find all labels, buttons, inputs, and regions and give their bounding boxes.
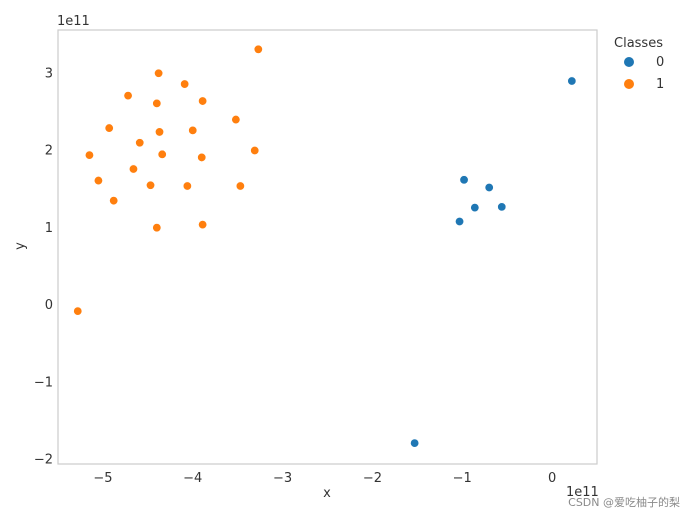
legend-items: 01: [624, 55, 664, 92]
data-point-class-1: [93, 176, 103, 186]
x-tick-label: −1: [453, 471, 472, 486]
x-tick-label: −4: [183, 471, 202, 486]
data-point-class-0: [484, 183, 494, 193]
y-tick-label: 0: [45, 298, 53, 313]
x-tick-label: −5: [93, 471, 112, 486]
data-point-class-1: [250, 145, 260, 155]
data-point-class-1: [109, 196, 119, 206]
x-tick-label: 0: [548, 471, 556, 486]
data-point-class-1: [157, 149, 167, 159]
data-point-class-1: [155, 127, 165, 137]
y-tick-label: −1: [34, 375, 53, 390]
data-point-class-1: [104, 123, 114, 133]
data-point-class-1: [180, 79, 190, 89]
data-point-class-1: [152, 98, 162, 108]
legend-label-1: 1: [656, 77, 664, 92]
y-tick-label: 2: [45, 144, 53, 159]
data-point-class-1: [197, 152, 207, 162]
data-point-class-0: [470, 203, 480, 213]
data-point-class-1: [128, 164, 138, 174]
data-point-class-1: [152, 223, 162, 233]
data-point-class-1: [198, 220, 208, 230]
x-axis-label: x: [323, 486, 331, 501]
data-point-class-0: [459, 175, 469, 185]
data-point-class-1: [253, 44, 263, 54]
data-point-class-1: [146, 180, 156, 190]
data-point-class-1: [235, 181, 245, 191]
data-point-class-0: [455, 217, 465, 227]
data-point-class-1: [154, 68, 164, 78]
axes: [57, 29, 598, 465]
y-tick-label: 3: [45, 66, 53, 81]
data-point-class-1: [231, 115, 241, 125]
y-tick-label: −2: [34, 453, 53, 468]
legend: Classes 01: [614, 36, 664, 92]
legend-label-0: 0: [656, 55, 664, 70]
plot-frame: [57, 29, 598, 465]
y-offset-label: 1e11: [57, 14, 90, 29]
data-point-class-1: [84, 150, 94, 160]
y-axis-label: y: [13, 242, 28, 250]
data-point-class-1: [188, 125, 198, 135]
data-point-class-0: [410, 438, 420, 448]
data-point-class-1: [123, 91, 133, 101]
data-point-class-1: [135, 138, 145, 148]
data-point-class-0: [567, 76, 577, 86]
tick-labels: −5 −4 −3 −2 −1 0 −2 −1 0 1 2 3: [34, 66, 556, 486]
x-offset-label: 1e11: [566, 485, 599, 500]
x-tick-label: −2: [363, 471, 382, 486]
y-tick-label: 1: [45, 221, 53, 236]
data-points: [73, 44, 577, 448]
data-point-class-1: [198, 96, 208, 106]
data-point-class-1: [73, 306, 83, 316]
legend-title: Classes: [614, 36, 663, 51]
data-point-class-1: [182, 181, 192, 191]
data-point-class-0: [497, 202, 507, 212]
legend-marker-1: [624, 79, 634, 89]
x-tick-label: −3: [273, 471, 292, 486]
legend-marker-0: [624, 57, 634, 67]
watermark: CSDN @爱吃柚子的梨: [568, 496, 680, 509]
